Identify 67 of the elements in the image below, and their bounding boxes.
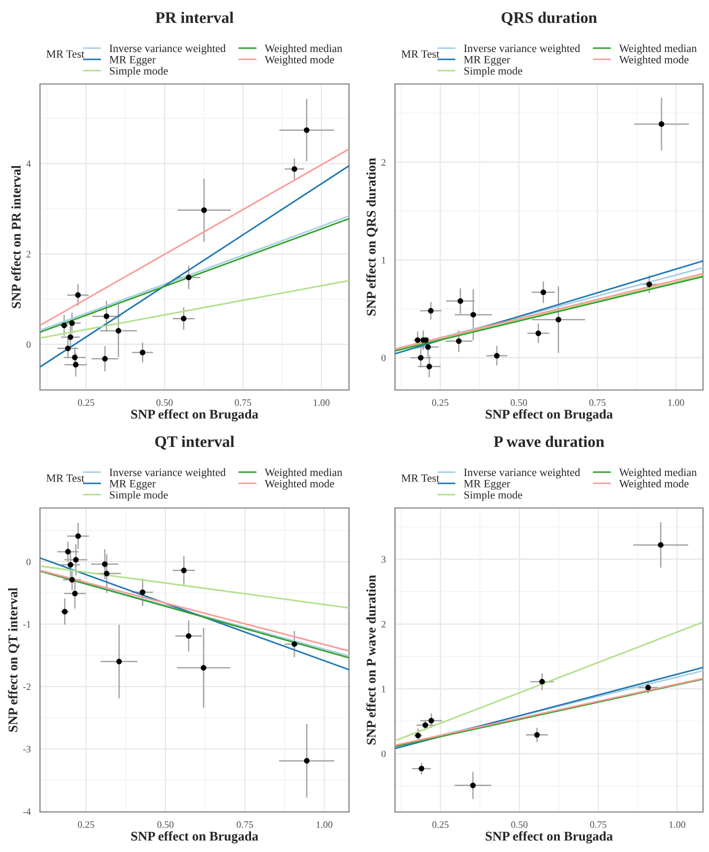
legend-label: MR Egger [109, 480, 156, 490]
y-tick-label: -3 [23, 746, 31, 752]
legend-label: Weighted median [619, 44, 697, 54]
legend-label: MR Egger [109, 56, 156, 66]
legend-label: Weighted mode [264, 56, 334, 66]
legend-label: Weighted median [264, 44, 342, 54]
legend-label: MR Egger [464, 480, 510, 490]
y-tick-label: -1 [23, 621, 30, 628]
x-axis-title: SNP effect on Brugada [486, 409, 613, 422]
y-tick-label: 0 [381, 750, 386, 758]
y-axis-title: SNP effect on QT interval [8, 588, 20, 732]
x-tick-label: 0.75 [590, 821, 606, 828]
y-tick-label: 2 [382, 159, 386, 166]
y-axis-title: SNP effect on PR interval [11, 165, 21, 308]
legend-title: MR Test [46, 474, 84, 482]
y-tick-label: 0 [26, 558, 31, 566]
y-tick-label: 2 [382, 620, 386, 628]
legend-label: Inverse variance weighted [464, 44, 580, 54]
legend-label: Weighted mode [619, 480, 688, 490]
y-tick-label: 0 [26, 341, 31, 348]
chart-title: P wave duration [494, 436, 604, 448]
x-axis-title: SNP effect on Brugada [131, 831, 258, 844]
legend-label: Simple mode [110, 490, 168, 501]
legend-label: Weighted mode [619, 56, 688, 66]
x-tick-label: 0.25 [432, 399, 448, 406]
x-tick-label: 0.75 [589, 399, 606, 406]
legend-label: Simple mode [464, 490, 522, 501]
chart-title: QT interval [155, 436, 234, 450]
y-tick-label: -2 [23, 683, 30, 690]
y-tick-label: 3 [382, 556, 386, 563]
y-tick-label: 2 [26, 250, 30, 258]
y-tick-label: 1 [382, 686, 386, 692]
legend-label: Weighted median [264, 468, 342, 478]
x-tick-label: 0.25 [432, 821, 449, 828]
y-tick-label: 4 [26, 160, 31, 167]
x-tick-label: 0.75 [234, 399, 252, 406]
x-tick-label: 0.50 [510, 399, 527, 406]
legend-label: Simple mode [464, 66, 522, 77]
x-tick-label: 0.75 [236, 821, 253, 828]
x-tick-label: 1.00 [668, 399, 684, 406]
legend-label: Weighted mode [264, 480, 334, 490]
legend-label: MR Egger [464, 56, 510, 66]
x-tick-label: 0.50 [157, 821, 174, 828]
chart-title: QRS duration [502, 12, 597, 26]
legend-title: MR Test [401, 474, 440, 482]
legend-title: MR Test [401, 50, 440, 58]
y-tick-label: 1 [382, 256, 386, 264]
legend-label: Inverse variance weighted [110, 468, 226, 478]
x-tick-label: 1.00 [316, 821, 332, 828]
y-axis-title: SNP effect on P wave duration [366, 574, 376, 745]
x-tick-label: 0.25 [78, 399, 94, 406]
y-axis-title: SNP effect on QRS duration [366, 158, 378, 316]
chart-title: PR interval [156, 12, 234, 24]
y-tick-label: 0 [381, 354, 386, 362]
legend-label: Simple mode [110, 66, 168, 77]
legend-label: Weighted median [619, 468, 697, 478]
x-tick-label: 0.50 [511, 821, 528, 828]
legend-label: Inverse variance weighted [110, 44, 226, 54]
x-axis-title: SNP effect on Brugada [486, 831, 613, 844]
x-tick-label: 1.00 [314, 399, 330, 406]
x-axis-title: SNP effect on Brugada [131, 409, 258, 422]
legend-label: Inverse variance weighted [464, 468, 580, 478]
x-tick-label: 0.25 [78, 821, 94, 828]
x-tick-label: 1.00 [669, 821, 686, 828]
y-tick-label: -4 [23, 808, 31, 815]
legend-title: MR Test [46, 50, 84, 58]
x-tick-label: 0.50 [156, 399, 173, 406]
